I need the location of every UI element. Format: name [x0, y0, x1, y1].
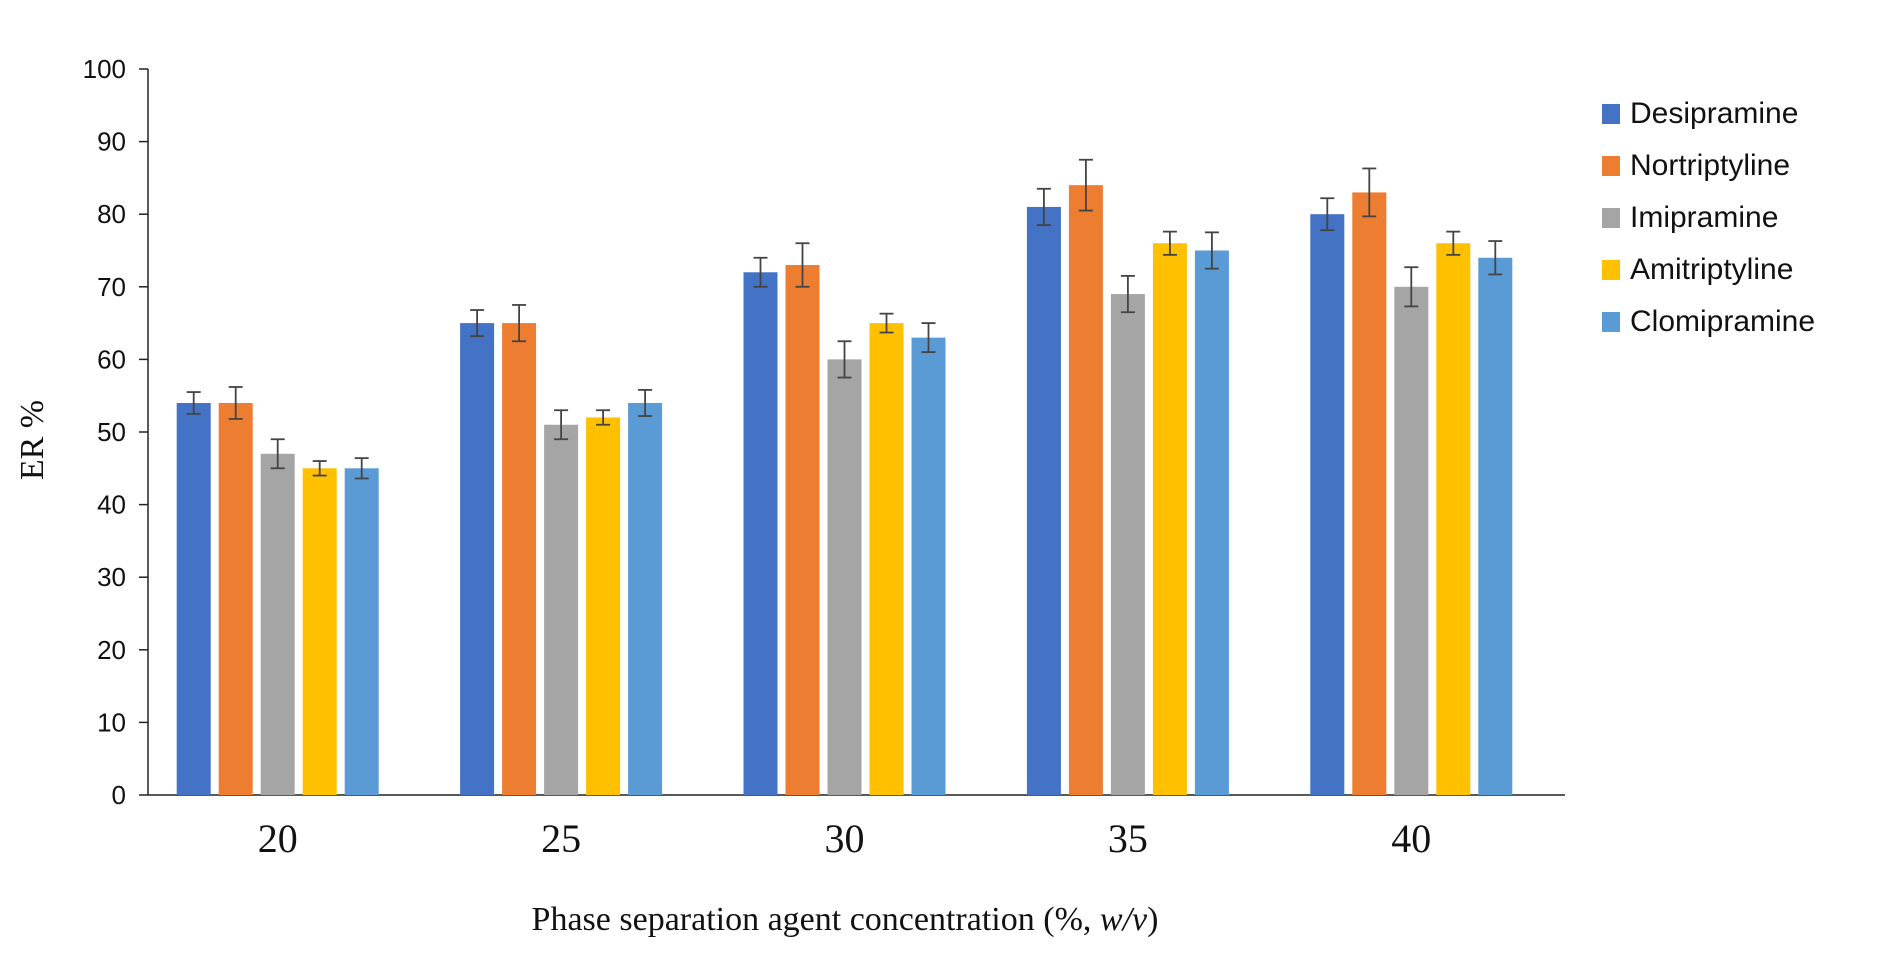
x-category-label: 20	[258, 816, 298, 861]
error-bar	[1320, 197, 1335, 232]
legend-swatch	[1602, 156, 1620, 176]
bar-amitriptyline-35	[1152, 243, 1187, 796]
x-category-label: 35	[1108, 816, 1148, 861]
legend-swatch	[1602, 208, 1620, 228]
error-bar	[1120, 275, 1135, 314]
bar-nortriptyline-40	[1352, 192, 1387, 796]
error-bar	[1078, 158, 1093, 212]
bar-nortriptyline-35	[1068, 185, 1103, 795]
error-bar	[1204, 231, 1219, 270]
legend-swatch	[1602, 312, 1620, 332]
x-category-label: 25	[541, 816, 581, 861]
bar-clomipramine-25	[628, 402, 663, 795]
error-bar	[795, 242, 810, 288]
bar-desipramine-35	[1026, 206, 1061, 795]
legend-label: Amitriptyline	[1630, 253, 1793, 286]
error-bar	[312, 460, 327, 477]
x-axis-title-suffix: )	[1147, 901, 1158, 938]
error-bar	[837, 340, 852, 379]
error-bar	[270, 438, 285, 470]
y-tick-label: 10	[97, 707, 126, 737]
error-bar	[596, 409, 611, 426]
bar-nortriptyline-25	[502, 323, 537, 795]
bar-imipramine-35	[1110, 294, 1145, 795]
legend-label: Imipramine	[1630, 201, 1778, 234]
y-tick-label: 30	[97, 562, 126, 592]
bar-imipramine-20	[260, 453, 295, 795]
bar-amitriptyline-20	[302, 468, 337, 795]
error-bar	[228, 386, 243, 420]
y-tick-label: 50	[97, 417, 126, 447]
labels-layer: 0 10 20 30 40 50 60 70 80 90 100 20 25 30 35 40	[83, 54, 1432, 861]
legend: Desipramine Nortriptyline Imipramine Amitri…	[1602, 97, 1815, 338]
legend-label: Desipramine	[1630, 97, 1798, 130]
bar-imipramine-40	[1394, 286, 1429, 795]
y-tick-label: 90	[97, 127, 126, 157]
bar-clomipramine-40	[1478, 257, 1513, 795]
legend-swatch	[1602, 104, 1620, 124]
x-axis-title: Phase separation agent concentration (%,…	[532, 901, 1159, 938]
error-bar	[1036, 187, 1051, 226]
error-bar	[1446, 230, 1461, 256]
legend-label: Nortriptyline	[1630, 149, 1790, 182]
bar-clomipramine-20	[344, 468, 379, 795]
x-axis-title-prefix: Phase separation agent concentration (%,	[532, 901, 1100, 938]
error-bar	[753, 256, 768, 288]
y-tick-label: 40	[97, 490, 126, 520]
y-tick-label: 20	[97, 635, 126, 665]
x-axis-title-unit: w/v	[1100, 901, 1148, 938]
bar-amitriptyline-30	[869, 323, 904, 795]
y-axis-title: ER %	[14, 400, 51, 480]
bar-desipramine-20	[176, 402, 211, 795]
error-bar	[354, 457, 369, 480]
bar-nortriptyline-20	[218, 402, 253, 795]
x-category-label: 40	[1391, 816, 1431, 861]
bar-amitriptyline-25	[586, 417, 621, 795]
bar-imipramine-30	[827, 359, 862, 795]
y-tick-label: 80	[97, 199, 126, 229]
error-bar	[470, 309, 485, 338]
y-tick-label: 100	[83, 54, 126, 84]
error-bar	[921, 322, 936, 354]
error-bar	[1488, 240, 1503, 276]
error-bar	[512, 304, 527, 343]
error-bars-layer	[186, 158, 1503, 480]
bar-clomipramine-30	[911, 337, 946, 795]
error-bar	[638, 388, 653, 417]
bar-nortriptyline-30	[785, 265, 820, 795]
y-tick-label: 70	[97, 272, 126, 302]
error-bar	[1162, 230, 1177, 256]
error-bar	[186, 391, 201, 415]
legend-label: Clomipramine	[1630, 305, 1815, 338]
error-bar	[879, 312, 894, 334]
y-tick-label: 60	[97, 344, 126, 374]
x-category-label: 30	[825, 816, 865, 861]
bar-amitriptyline-40	[1436, 243, 1471, 796]
legend-swatch	[1602, 260, 1620, 280]
bar-desipramine-40	[1310, 214, 1345, 795]
y-tick-label: 0	[112, 780, 126, 810]
error-bar	[1362, 167, 1377, 218]
bar-desipramine-30	[743, 272, 778, 795]
bar-imipramine-25	[544, 424, 579, 795]
error-bar	[554, 409, 569, 441]
error-bar	[1404, 266, 1419, 308]
bars-layer	[176, 185, 1513, 796]
bar-desipramine-25	[460, 323, 495, 795]
bar-clomipramine-35	[1194, 250, 1229, 795]
